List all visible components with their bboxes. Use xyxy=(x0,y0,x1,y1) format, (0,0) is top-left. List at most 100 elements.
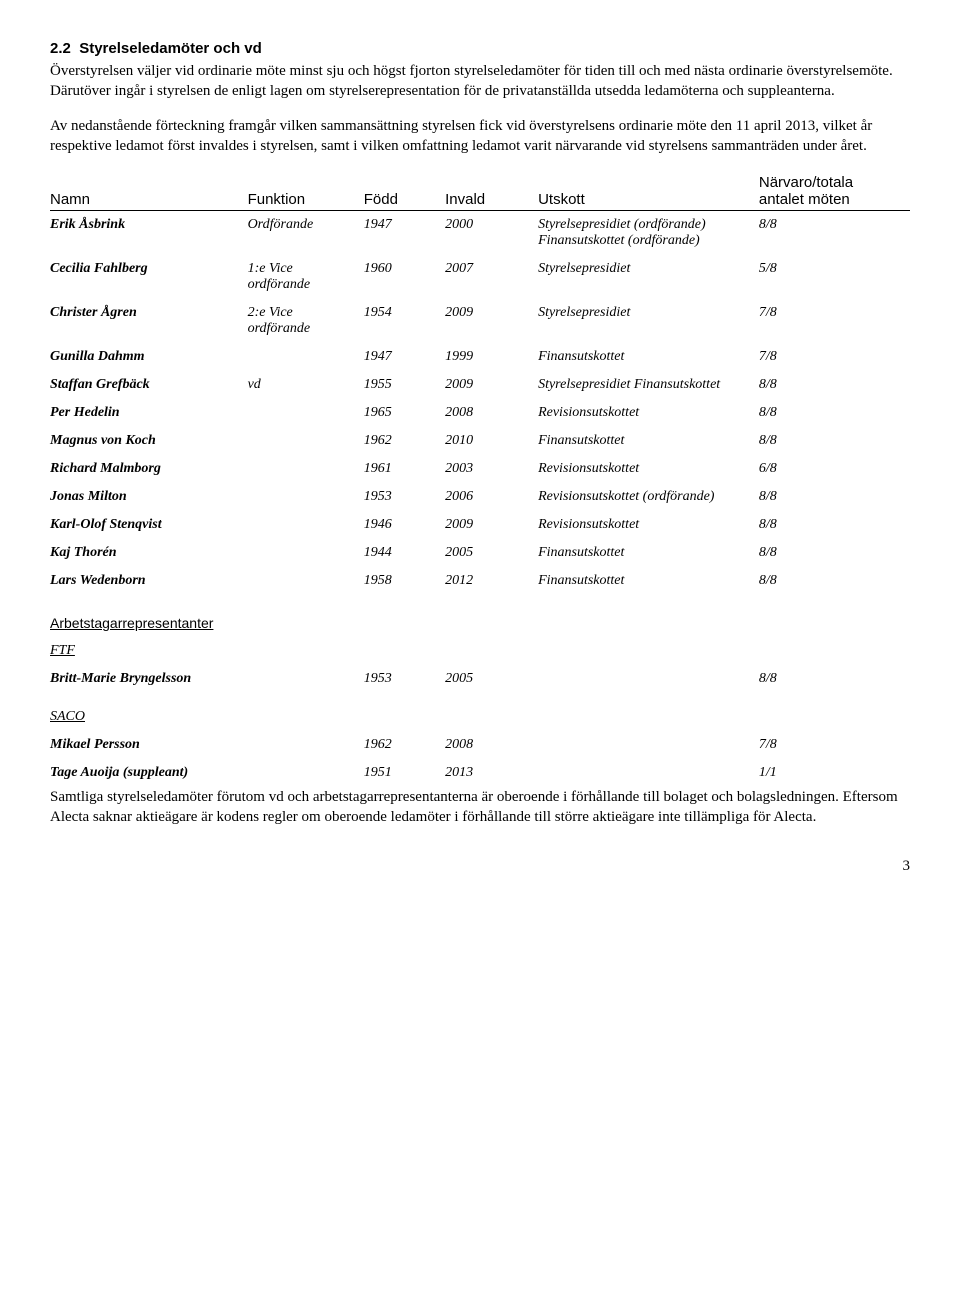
cell-function xyxy=(248,567,364,595)
cell-function xyxy=(248,427,364,455)
table-row: Per Hedelin19652008Revisionsutskottet8/8 xyxy=(50,399,910,427)
cell-attendance: 8/8 xyxy=(759,665,910,693)
cell-function xyxy=(248,539,364,567)
cell-born: 1947 xyxy=(364,343,445,371)
cell-function: 2:e Vice ordförande xyxy=(248,299,364,343)
cell-elected: 2009 xyxy=(445,371,538,399)
section-title-text: Styrelseledamöter och vd xyxy=(79,40,262,57)
section-heading: 2.2 Styrelseledamöter och vd xyxy=(50,40,910,57)
cell-attendance: 7/8 xyxy=(759,731,910,759)
th-func: Funktion xyxy=(248,170,364,211)
cell-attendance: 7/8 xyxy=(759,299,910,343)
table-row: Staffan Grefbäckvd19552009Styrelsepresid… xyxy=(50,371,910,399)
cell-committee xyxy=(538,759,759,787)
cell-elected: 1999 xyxy=(445,343,538,371)
cell-elected: 2008 xyxy=(445,399,538,427)
cell-name: Richard Malmborg xyxy=(50,455,248,483)
table-row: Britt-Marie Bryngelsson 19532005 8/8 xyxy=(50,665,910,693)
table-row: Karl-Olof Stenqvist19462009Revisionsutsk… xyxy=(50,511,910,539)
paragraph-2: Av nedanstående förteckning framgår vilk… xyxy=(50,116,910,157)
cell-born: 1962 xyxy=(364,427,445,455)
saco-section-row: SACO xyxy=(50,693,910,731)
cell-born: 1944 xyxy=(364,539,445,567)
table-row: Mikael Persson196220087/8 xyxy=(50,731,910,759)
cell-born: 1947 xyxy=(364,211,445,256)
cell-attendance: 1/1 xyxy=(759,759,910,787)
table-row: Erik ÅsbrinkOrdförande19472000Styrelsepr… xyxy=(50,211,910,256)
cell-name: Per Hedelin xyxy=(50,399,248,427)
cell-name: Britt-Marie Bryngelsson xyxy=(50,665,248,693)
cell-function: 1:e Vice ordförande xyxy=(248,255,364,299)
cell-function xyxy=(248,665,364,693)
table-row: Lars Wedenborn19582012Finansutskottet8/8 xyxy=(50,567,910,595)
cell-name: Gunilla Dahmm xyxy=(50,343,248,371)
cell-committee: Revisionsutskottet xyxy=(538,511,759,539)
cell-elected: 2006 xyxy=(445,483,538,511)
cell-elected: 2000 xyxy=(445,211,538,256)
cell-elected: 2007 xyxy=(445,255,538,299)
section-number: 2.2 xyxy=(50,40,71,57)
cell-function: Ordförande xyxy=(248,211,364,256)
cell-name: Erik Åsbrink xyxy=(50,211,248,256)
cell-attendance: 6/8 xyxy=(759,455,910,483)
cell-born: 1946 xyxy=(364,511,445,539)
cell-elected: 2009 xyxy=(445,299,538,343)
cell-attendance: 8/8 xyxy=(759,567,910,595)
cell-attendance: 7/8 xyxy=(759,343,910,371)
cell-function xyxy=(248,759,364,787)
cell-committee: Finansutskottet xyxy=(538,427,759,455)
cell-elected: 2008 xyxy=(445,731,538,759)
cell-committee: Finansutskottet xyxy=(538,343,759,371)
cell-attendance: 5/8 xyxy=(759,255,910,299)
cell-born: 1961 xyxy=(364,455,445,483)
cell-born: 1955 xyxy=(364,371,445,399)
table-header-row: Namn Funktion Född Invald Utskott Närvar… xyxy=(50,170,910,211)
page-number: 3 xyxy=(50,858,910,875)
th-attend-line2: antalet möten xyxy=(759,191,904,208)
table-row: Magnus von Koch19622010Finansutskottet8/… xyxy=(50,427,910,455)
cell-committee: Revisionsutskottet (ordförande) xyxy=(538,483,759,511)
cell-born: 1953 xyxy=(364,483,445,511)
th-born: Född xyxy=(364,170,445,211)
cell-function xyxy=(248,399,364,427)
cell-elected: 2012 xyxy=(445,567,538,595)
cell-born: 1954 xyxy=(364,299,445,343)
cell-attendance: 8/8 xyxy=(759,211,910,256)
cell-born: 1953 xyxy=(364,665,445,693)
cell-attendance: 8/8 xyxy=(759,539,910,567)
cell-attendance: 8/8 xyxy=(759,371,910,399)
cell-name: Magnus von Koch xyxy=(50,427,248,455)
ftf-label: FTF xyxy=(50,633,75,659)
cell-name: Kaj Thorén xyxy=(50,539,248,567)
cell-function xyxy=(248,455,364,483)
cell-name: Tage Auoija (suppleant) xyxy=(50,759,248,787)
th-attend: Närvaro/totala antalet möten xyxy=(759,170,910,211)
rep-section-row: Arbetstagarrepresentanter FTF xyxy=(50,595,910,665)
cell-committee xyxy=(538,665,759,693)
table-row: Christer Ågren2:e Vice ordförande1954200… xyxy=(50,299,910,343)
th-elected: Invald xyxy=(445,170,538,211)
cell-committee: Styrelsepresidiet xyxy=(538,255,759,299)
cell-function xyxy=(248,483,364,511)
cell-name: Staffan Grefbäck xyxy=(50,371,248,399)
cell-committee: Styrelsepresidiet Finansutskottet xyxy=(538,371,759,399)
cell-elected: 2013 xyxy=(445,759,538,787)
cell-elected: 2005 xyxy=(445,665,538,693)
cell-committee: Finansutskottet xyxy=(538,539,759,567)
cell-attendance: 8/8 xyxy=(759,483,910,511)
cell-name: Cecilia Fahlberg xyxy=(50,255,248,299)
cell-function xyxy=(248,731,364,759)
cell-born: 1951 xyxy=(364,759,445,787)
cell-attendance: 8/8 xyxy=(759,427,910,455)
table-row: Gunilla Dahmm 19471999Finansutskottet7/8 xyxy=(50,343,910,371)
cell-name: Christer Ågren xyxy=(50,299,248,343)
table-row: Cecilia Fahlberg1:e Vice ordförande19602… xyxy=(50,255,910,299)
footer-paragraph: Samtliga styrelseledamöter förutom vd oc… xyxy=(50,787,910,828)
table-row: Tage Auoija (suppleant) 19512013 1/1 xyxy=(50,759,910,787)
cell-born: 1960 xyxy=(364,255,445,299)
cell-committee: Revisionsutskottet xyxy=(538,399,759,427)
cell-born: 1962 xyxy=(364,731,445,759)
cell-function xyxy=(248,511,364,539)
th-name: Namn xyxy=(50,170,248,211)
th-committee: Utskott xyxy=(538,170,759,211)
